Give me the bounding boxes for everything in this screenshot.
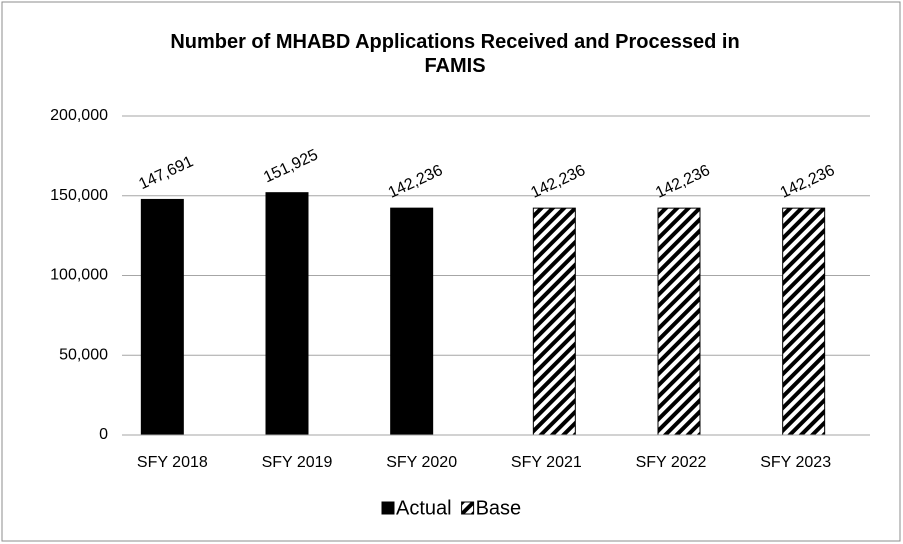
legend-swatch [461, 501, 475, 515]
x-tick-label: SFY 2022 [636, 454, 707, 471]
y-tick-label: 50,000 [59, 346, 108, 363]
bar [140, 198, 184, 436]
y-tick-label: 100,000 [50, 267, 108, 284]
x-tick-label: SFY 2019 [262, 454, 333, 471]
bar [390, 207, 434, 436]
legend-swatch [381, 501, 395, 515]
y-tick-label: 0 [99, 426, 108, 443]
x-tick-label: SFY 2021 [511, 454, 582, 471]
bar [532, 207, 576, 436]
x-tick-label: SFY 2023 [760, 454, 831, 471]
bar [782, 207, 826, 436]
bar [657, 207, 701, 436]
chart-title: Number of MHABD Applications Received an… [170, 31, 740, 77]
legend-label: Base [476, 497, 522, 519]
x-tick-label: SFY 2018 [137, 454, 208, 471]
y-tick-label: 150,000 [50, 187, 108, 204]
y-tick-label: 200,000 [50, 107, 108, 124]
x-tick-label: SFY 2020 [386, 454, 457, 471]
legend-label: Actual [396, 497, 452, 519]
bar [265, 192, 309, 436]
